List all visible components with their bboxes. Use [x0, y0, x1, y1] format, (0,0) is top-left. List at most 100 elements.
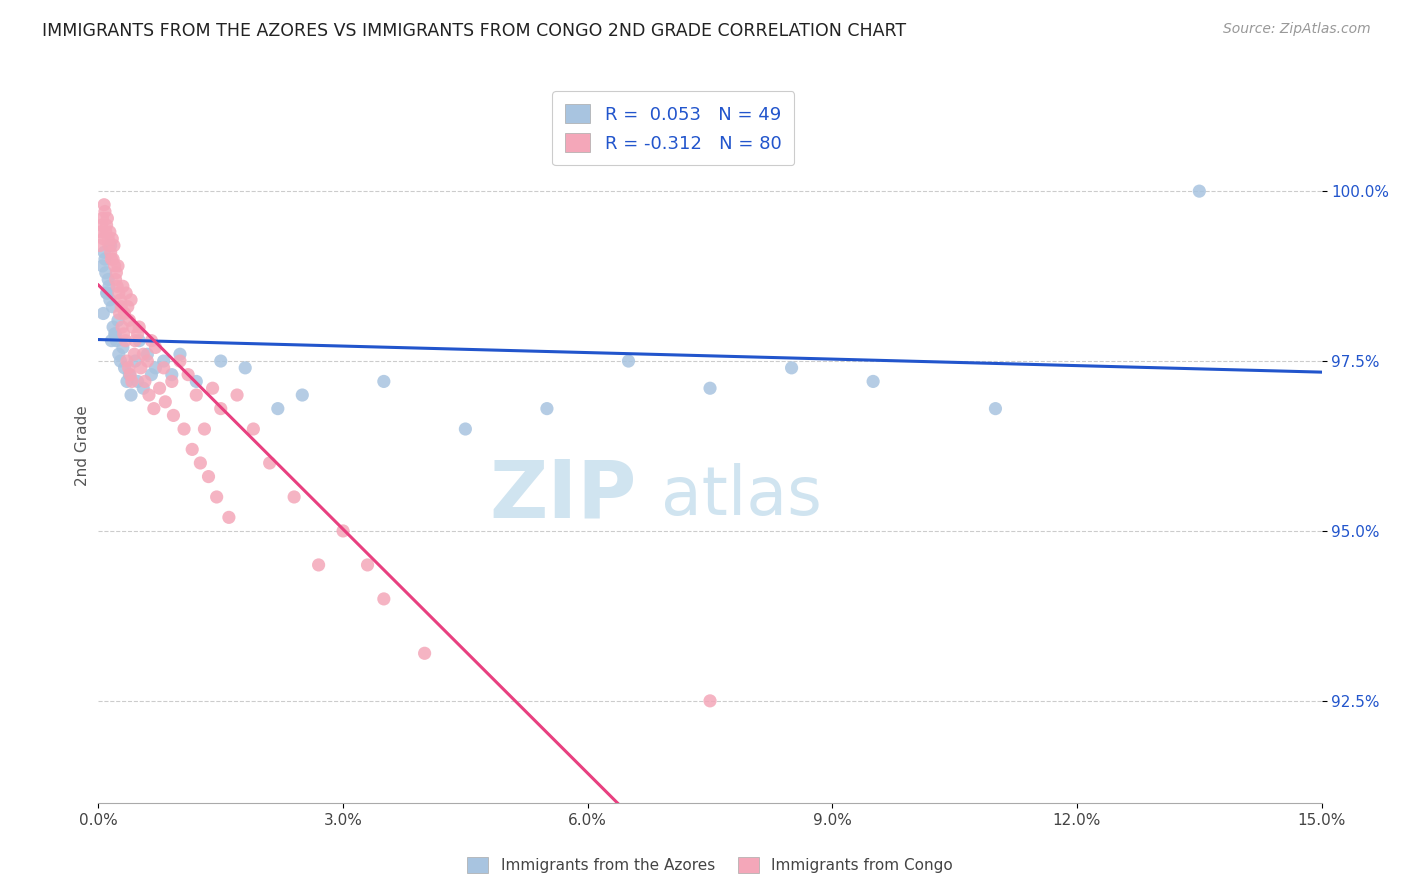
Point	[124, 354, 146, 368]
Point	[104, 272, 127, 286]
Point	[100, 245, 122, 260]
Text: atlas: atlas	[661, 463, 823, 529]
Point	[108, 306, 131, 320]
Point	[138, 388, 160, 402]
Point	[209, 354, 232, 368]
Point	[141, 368, 163, 382]
Point	[89, 238, 111, 252]
Point	[145, 341, 167, 355]
Point	[242, 422, 264, 436]
Point	[100, 252, 122, 266]
Point	[107, 313, 129, 327]
Point	[127, 326, 149, 341]
Point	[373, 591, 395, 606]
Point	[108, 347, 131, 361]
Point	[136, 347, 159, 361]
Point	[142, 401, 165, 416]
Point	[121, 375, 143, 389]
Point	[101, 300, 124, 314]
Point	[120, 293, 142, 307]
Point	[218, 510, 240, 524]
Point	[120, 388, 142, 402]
Point	[110, 300, 132, 314]
Point	[100, 238, 122, 252]
Point	[201, 381, 224, 395]
Point	[105, 334, 128, 348]
Point	[98, 279, 121, 293]
Point	[173, 422, 195, 436]
Point	[209, 401, 232, 416]
Point	[104, 326, 127, 341]
Point	[169, 354, 191, 368]
Point	[107, 259, 129, 273]
Point	[120, 368, 142, 382]
Point	[97, 232, 120, 246]
Point	[617, 354, 640, 368]
Point	[169, 347, 191, 361]
Point	[110, 293, 132, 307]
Point	[129, 360, 152, 375]
Point	[536, 401, 558, 416]
Point	[124, 347, 146, 361]
Point	[115, 375, 138, 389]
Point	[1188, 184, 1211, 198]
Point	[177, 368, 200, 382]
Point	[162, 409, 184, 423]
Point	[101, 252, 124, 266]
Point	[181, 442, 204, 457]
Point	[233, 360, 256, 375]
Y-axis label: 2nd Grade: 2nd Grade	[75, 406, 90, 486]
Point	[699, 694, 721, 708]
Point	[115, 286, 138, 301]
Point	[188, 456, 212, 470]
Text: ZIP: ZIP	[489, 457, 637, 535]
Point	[124, 334, 146, 348]
Point	[121, 320, 143, 334]
Point	[94, 266, 117, 280]
Point	[111, 279, 134, 293]
Point	[197, 469, 219, 483]
Point	[93, 245, 115, 260]
Point	[90, 218, 112, 232]
Point	[114, 306, 136, 320]
Point	[115, 354, 138, 368]
Point	[112, 326, 135, 341]
Point	[118, 368, 141, 382]
Point	[91, 259, 114, 273]
Point	[160, 368, 183, 382]
Point	[105, 279, 128, 293]
Point	[373, 375, 395, 389]
Point	[111, 320, 134, 334]
Point	[91, 306, 114, 320]
Point	[100, 334, 122, 348]
Point	[94, 204, 117, 219]
Point	[132, 347, 155, 361]
Point	[93, 198, 115, 212]
Point	[98, 225, 121, 239]
Point	[413, 646, 436, 660]
Point	[149, 381, 172, 395]
Point	[91, 211, 114, 226]
Point	[136, 354, 159, 368]
Point	[104, 326, 127, 341]
Legend: Immigrants from the Azores, Immigrants from Congo: Immigrants from the Azores, Immigrants f…	[460, 849, 960, 880]
Point	[699, 381, 721, 395]
Text: IMMIGRANTS FROM THE AZORES VS IMMIGRANTS FROM CONGO 2ND GRADE CORRELATION CHART: IMMIGRANTS FROM THE AZORES VS IMMIGRANTS…	[42, 22, 907, 40]
Point	[454, 422, 477, 436]
Point	[141, 334, 163, 348]
Point	[186, 388, 208, 402]
Point	[193, 422, 215, 436]
Point	[226, 388, 249, 402]
Point	[332, 524, 354, 538]
Point	[108, 286, 131, 301]
Point	[96, 218, 118, 232]
Point	[105, 266, 128, 280]
Point	[101, 320, 124, 334]
Point	[205, 490, 228, 504]
Point	[111, 341, 134, 355]
Point	[267, 401, 290, 416]
Point	[155, 394, 177, 409]
Point	[104, 259, 127, 273]
Point	[118, 313, 141, 327]
Point	[283, 490, 305, 504]
